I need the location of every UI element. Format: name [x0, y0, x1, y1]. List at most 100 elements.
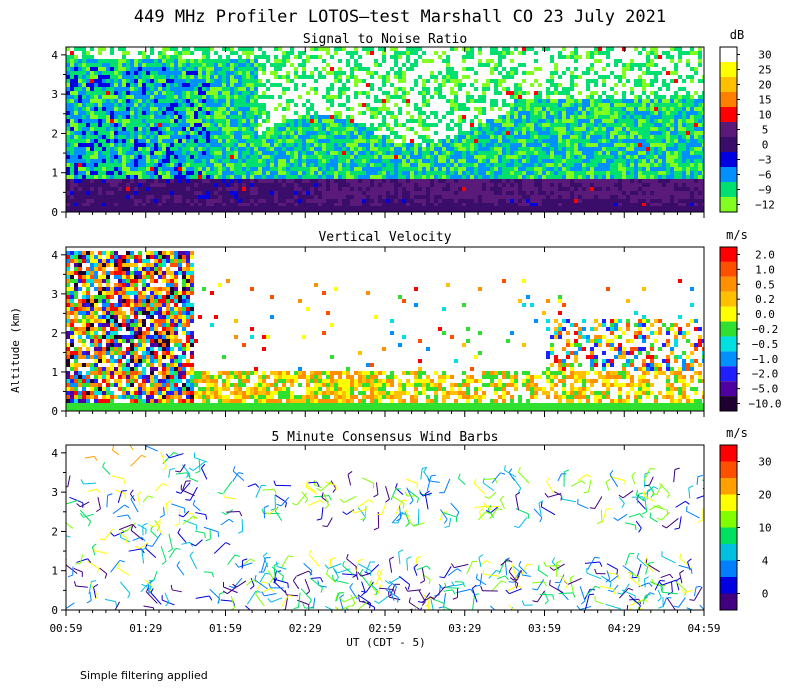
- wind-barb: [116, 514, 131, 520]
- wind-barb: [421, 596, 436, 603]
- wind-barb: [505, 588, 522, 595]
- wind-barb: [444, 582, 460, 589]
- wind-barb: [86, 560, 99, 574]
- wind-barb: [371, 569, 383, 585]
- colorbar-swatch: [720, 396, 737, 411]
- wind-barb: [504, 465, 517, 478]
- colorbar-label: −6: [758, 169, 771, 182]
- wind-barb: [478, 554, 484, 568]
- wind-barb: [653, 505, 669, 516]
- wind-barb: [339, 594, 345, 610]
- y-tick-label: 0: [51, 405, 58, 418]
- wind-barb: [658, 597, 664, 609]
- wind-barb: [80, 513, 94, 518]
- wind-barb: [589, 496, 603, 510]
- wind-barb: [443, 608, 446, 610]
- colorbar-label: 0: [762, 588, 769, 601]
- wind-barb: [296, 570, 313, 577]
- colorbar-label: 2.0: [755, 248, 775, 261]
- wind-barb: [656, 511, 670, 521]
- wind-barb: [624, 522, 637, 531]
- wind-barb: [689, 586, 703, 601]
- wind-barb: [272, 578, 289, 589]
- y-tick-label: 4: [51, 249, 58, 262]
- wind-barb: [160, 546, 167, 565]
- wind-barb: [443, 589, 456, 595]
- x-tick-label: 01:59: [209, 622, 242, 635]
- wind-barb: [388, 556, 394, 573]
- wind-barb: [119, 581, 131, 599]
- wind-barb: [263, 552, 269, 568]
- wind-barb: [137, 491, 142, 506]
- wind-barb: [414, 556, 422, 570]
- wind-barb: [499, 495, 506, 509]
- y-tick-label: 1: [51, 167, 58, 180]
- wind-barb: [478, 507, 484, 521]
- colorbar-swatch: [720, 47, 737, 62]
- wind-barb: [406, 487, 414, 505]
- wind-barb: [273, 480, 292, 487]
- wind-barb: [675, 500, 690, 508]
- wind-barb: [606, 563, 619, 575]
- y-tick-label: 4: [51, 447, 58, 460]
- wind-barb: [259, 572, 271, 583]
- colorbar-label: 0: [762, 139, 769, 152]
- wind-barb: [508, 604, 514, 610]
- wind-barb: [643, 490, 655, 503]
- wind-barb: [642, 594, 651, 605]
- wind-barb: [329, 557, 336, 569]
- wind-barb: [569, 575, 575, 594]
- wind-barb: [324, 481, 337, 491]
- wind-barb: [416, 565, 431, 571]
- wind-barb: [292, 576, 300, 590]
- wind-barb: [262, 588, 275, 593]
- wind-barb: [472, 593, 480, 610]
- wind-barb: [555, 574, 565, 584]
- wind-barb: [341, 573, 359, 580]
- wind-barb: [533, 508, 543, 523]
- colorbar-swatch: [720, 122, 737, 137]
- wind-barb: [635, 489, 644, 502]
- wind-barb: [491, 472, 506, 484]
- wind-barb: [512, 570, 522, 581]
- wind-barb: [515, 492, 521, 511]
- wind-barb: [673, 597, 686, 608]
- wind-barb: [350, 508, 368, 514]
- wind-barb: [632, 563, 642, 579]
- colorbar-swatch: [720, 77, 737, 92]
- wind-barb: [419, 607, 423, 610]
- wind-barb: [697, 508, 704, 523]
- wind-barb: [489, 507, 503, 520]
- wind-barb: [111, 445, 120, 456]
- x-tick-label: 01:29: [129, 622, 162, 635]
- wind-barb: [313, 495, 332, 501]
- wind-barb: [260, 556, 271, 573]
- wind-barb: [473, 478, 486, 495]
- wind-barb: [174, 508, 181, 527]
- wind-barb: [99, 567, 108, 579]
- wind-barb: [342, 509, 355, 515]
- wind-barb: [350, 594, 356, 608]
- wind-barb: [167, 533, 173, 553]
- colorbar-swatch: [720, 351, 737, 367]
- wind-barb: [325, 569, 336, 583]
- wind-barb: [513, 517, 528, 529]
- x-tick-label: 04:29: [608, 622, 641, 635]
- colorbar-label: 10: [758, 109, 771, 122]
- wind-barb: [120, 522, 137, 533]
- wind-barb: [471, 584, 478, 603]
- wind-barb: [651, 484, 663, 496]
- wind-barb: [404, 491, 416, 497]
- wind-barb: [373, 482, 379, 498]
- wind-barb: [685, 506, 700, 519]
- wind-barb: [489, 605, 496, 610]
- wind-barb: [357, 499, 374, 508]
- wind-barb: [699, 604, 704, 610]
- wind-barb: [276, 497, 290, 507]
- wind-barb: [263, 505, 269, 519]
- wind-barb: [308, 549, 320, 567]
- wind-barb: [517, 467, 530, 484]
- wind-barb: [597, 509, 603, 525]
- wind-barb: [75, 554, 84, 565]
- colorbar-label: 20: [758, 79, 771, 92]
